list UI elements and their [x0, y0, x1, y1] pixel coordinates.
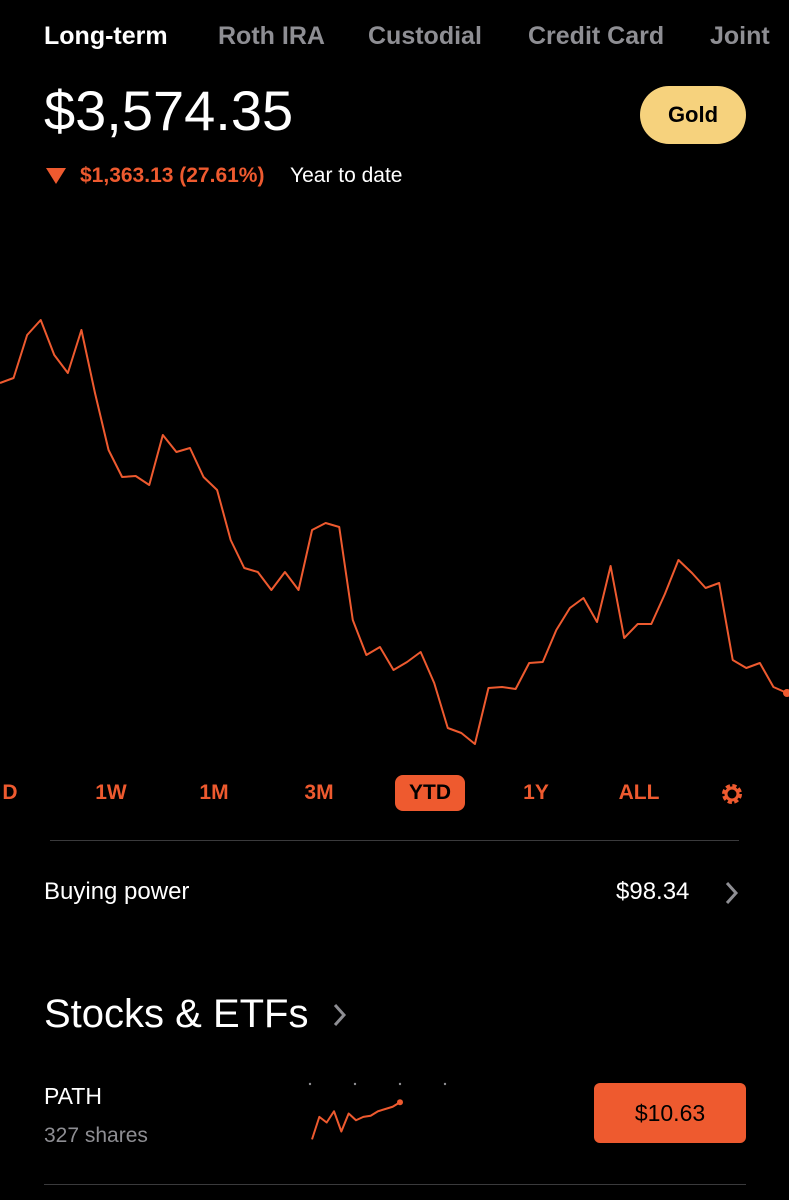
change: $1,363.13 (27.61%): [80, 164, 265, 187]
range-tab[interactable]: 3M: [304, 781, 334, 804]
balance: $3,574.35: [44, 79, 294, 142]
account-tab[interactable]: Roth IRA: [218, 22, 325, 50]
range-tab[interactable]: D: [2, 781, 18, 804]
settings-icon[interactable]: [718, 780, 746, 808]
account-tab[interactable]: Joint: [710, 22, 770, 50]
shares: 327 shares: [44, 1124, 148, 1147]
range-tab[interactable]: ALL: [618, 781, 660, 804]
period: Year to date: [290, 164, 403, 187]
range-tab[interactable]: 1M: [199, 781, 229, 804]
chevron: [333, 1003, 347, 1027]
price-button[interactable]: $10.63: [594, 1083, 746, 1143]
buying-power-value[interactable]: $98.34: [616, 878, 690, 905]
symbol[interactable]: PATH: [44, 1083, 102, 1109]
down-arrow: [46, 168, 66, 184]
reference-dots: [308, 1082, 447, 1086]
account-tab[interactable]: Custodial: [368, 22, 482, 50]
range-tab[interactable]: 1W: [95, 781, 127, 804]
divider: [44, 1184, 746, 1185]
section-title[interactable]: Stocks & ETFs: [44, 992, 309, 1036]
account-tab[interactable]: Long-term: [44, 22, 168, 50]
account-tab[interactable]: Credit Card: [528, 22, 665, 50]
buying-power-label[interactable]: Buying power: [44, 878, 190, 905]
end-dot: [397, 1099, 403, 1106]
range-tab[interactable]: YTD: [395, 775, 465, 811]
price-line: [311, 1101, 401, 1140]
price-line: [0, 319, 788, 745]
end-dot: [783, 689, 789, 697]
range-tab[interactable]: 1Y: [523, 781, 549, 804]
divider: [50, 840, 739, 841]
chevron: [725, 881, 739, 905]
gold-badge[interactable]: Gold: [640, 86, 746, 144]
